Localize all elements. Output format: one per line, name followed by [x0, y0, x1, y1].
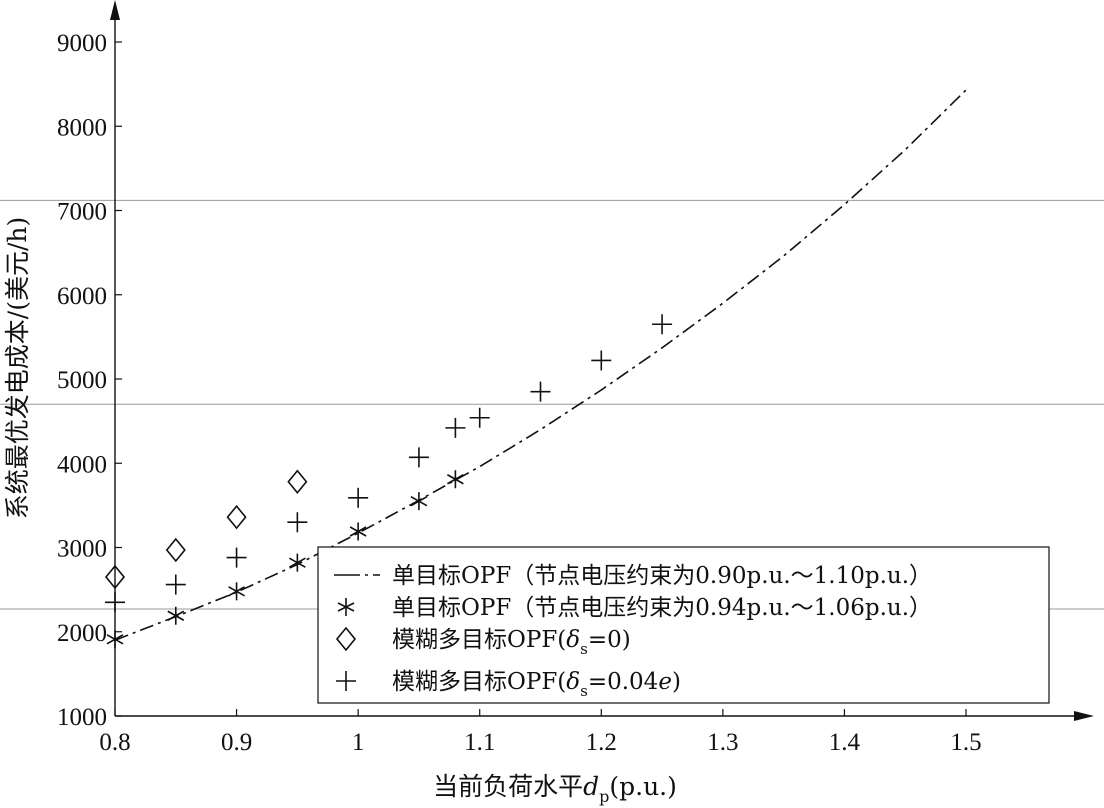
y-tick-label-5: 6000 [57, 283, 107, 310]
asterisk-stroke [228, 586, 245, 597]
y-tick-label-4: 5000 [57, 367, 107, 394]
asterisk-stroke [410, 495, 428, 507]
y-axis-arrow [110, 0, 120, 20]
x-axis-title: 当前负荷水平dp(p.u.) [433, 772, 677, 806]
series-2-point-2 [226, 504, 247, 530]
tick-labels: 0.8 0.9 1 1.1 1.2 1.3 1.4 1.5 1000 2000 3000 4000 50… [57, 30, 982, 756]
x-axis-arrow [1074, 711, 1094, 721]
legend-swatch-plus [336, 671, 356, 691]
legend-item-3: 模糊多目标OPF(δs=0.04e) [336, 669, 681, 700]
x-tick-label-1: 0.9 [221, 729, 252, 756]
legend-swatch-diamond [335, 626, 357, 652]
series-1-point-4 [349, 522, 367, 541]
series-3-point-4 [348, 487, 369, 508]
series-1-point-2 [228, 582, 245, 601]
y-tick-label-3: 4000 [57, 451, 107, 478]
asterisk-stroke [106, 634, 124, 645]
asterisk-stroke [167, 610, 185, 621]
legend: 单目标OPF（节点电压约束为0.90p.u.～1.10p.u.） 单目标OPF（… [317, 546, 1050, 704]
y-tick-label-7: 8000 [57, 114, 107, 141]
series-3-point-9 [591, 350, 612, 371]
y-tick-label-0: 1000 [57, 704, 107, 731]
series-3-point-2 [226, 547, 247, 568]
ticks [114, 41, 967, 717]
x-tick-label-4: 1.2 [586, 729, 617, 756]
series-1-point-3 [288, 553, 306, 572]
series-3-point-7 [469, 407, 490, 428]
series-1-point-5 [410, 492, 428, 511]
series-1-point-0 [106, 630, 124, 649]
legend-label-3: 模糊多目标OPF(δs=0.04e) [392, 669, 681, 700]
series-2-point-0 [104, 564, 126, 590]
series-2-point-1 [165, 537, 186, 563]
series-2-point-3 [287, 469, 308, 495]
x-tick-label-3: 1.1 [464, 729, 495, 756]
legend-swatch-asterisk [337, 598, 355, 616]
asterisk-stroke [447, 474, 464, 485]
series-1-point-6 [447, 470, 464, 489]
series-3-point-5 [408, 447, 429, 468]
y-tick-label-2: 3000 [57, 536, 107, 563]
series-3-point-0 [105, 592, 125, 613]
legend-item-2: 模糊多目标OPF(δs=0) [335, 626, 631, 658]
y-tick-label-6: 7000 [57, 199, 107, 226]
x-tick-label-0: 0.8 [99, 729, 130, 756]
legend-box [317, 546, 1050, 704]
x-tick-label-6: 1.4 [829, 729, 861, 756]
series-1-point-1 [167, 606, 185, 625]
legend-label-2: 模糊多目标OPF(δs=0) [392, 627, 631, 658]
y-tick-label-8: 9000 [57, 30, 107, 57]
series-3-point-3 [287, 512, 308, 533]
series-3-point-8 [530, 381, 551, 402]
legend-item-0: 单目标OPF（节点电压约束为0.90p.u.～1.10p.u.） [334, 563, 932, 589]
x-tick-label-2: 1 [352, 729, 365, 756]
asterisk-stroke [288, 557, 306, 568]
legend-label-0: 单目标OPF（节点电压约束为0.90p.u.～1.10p.u.） [392, 563, 932, 589]
series-3-point-1 [165, 574, 186, 595]
y-tick-label-1: 2000 [57, 620, 107, 647]
asterisk-stroke [349, 526, 367, 537]
y-axis-title: 系统最优发电成本/(美元/h) [3, 217, 32, 519]
series-3-point-6 [445, 417, 466, 438]
x-tick-label-5: 1.3 [707, 729, 738, 756]
series-3-point-10 [652, 314, 673, 335]
legend-label-1: 单目标OPF（节点电压约束为0.94p.u.～1.06p.u.） [392, 595, 932, 621]
legend-item-1: 单目标OPF（节点电压约束为0.94p.u.～1.06p.u.） [337, 595, 932, 621]
x-tick-label-7: 1.5 [950, 729, 981, 756]
series-layer [104, 89, 967, 649]
